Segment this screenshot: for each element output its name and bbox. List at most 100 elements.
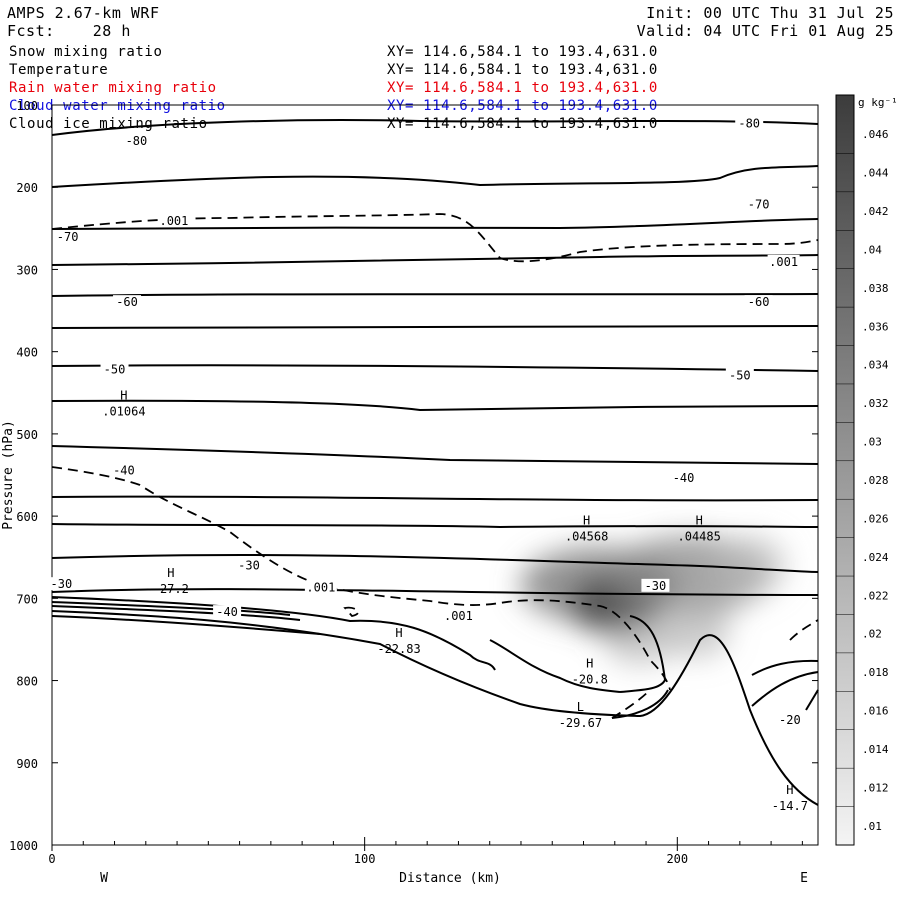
y-tick-label: 800	[16, 675, 38, 689]
temperature-label-bg	[744, 295, 773, 309]
temperature-label-bg	[100, 362, 129, 376]
colorbar-level-label: .032	[862, 397, 889, 410]
field-name-temperature: Temperature	[9, 62, 109, 78]
y-tick-label: 900	[16, 757, 38, 771]
y-tick-label: 300	[16, 263, 38, 277]
y-tick-label: 400	[16, 346, 38, 360]
temperature-contour-label: -70	[57, 230, 79, 244]
extremum-value: -27.2	[153, 582, 189, 596]
snow-contour-label: .001	[769, 255, 798, 269]
colorbar-level-label: .012	[862, 781, 889, 794]
extremum-marker: H	[586, 657, 593, 671]
x-axis-west-label: W	[100, 871, 108, 886]
field-xy-snow: XY= 114.6,584.1 to 193.4,631.0	[387, 44, 658, 60]
colorbar-level-label: .018	[862, 666, 889, 679]
x-tick-label: 100	[354, 852, 376, 866]
y-tick-label: 100	[16, 99, 38, 113]
snow-label-bg	[157, 213, 190, 227]
snow-contour-label: .001	[444, 609, 473, 623]
cloud-ice-shading	[520, 535, 787, 665]
temperature-label-bg	[234, 558, 263, 572]
extremum-value: -14.7	[772, 799, 808, 813]
temperature-contour-label: -80	[126, 134, 148, 148]
snow-contour-label: .001	[306, 580, 335, 594]
temperature-label-bg	[53, 230, 82, 244]
snow-label-bg	[767, 254, 800, 268]
x-tick-label: 200	[666, 852, 688, 866]
temperature-label-bg	[641, 578, 670, 592]
plot-frame	[51, 104, 819, 846]
colorbar-level-label: .01	[862, 820, 882, 833]
snow-label-bg	[442, 609, 475, 623]
colorbar-level-label: .02	[862, 628, 882, 641]
temperature-contour-label: -50	[729, 368, 751, 382]
temperature-contour-label: -50	[104, 363, 126, 377]
y-tick-label: 700	[16, 592, 38, 606]
extremum-value: -29.67	[559, 716, 602, 730]
x-axis-east-label: E	[800, 871, 808, 886]
colorbar-scale	[835, 94, 855, 846]
colorbar-level-label: .044	[862, 167, 889, 180]
extremum-marker: H	[583, 513, 590, 527]
temperature-contour-label: -30	[238, 558, 260, 572]
colorbar-level-label: .046	[862, 128, 889, 141]
colorbar-level-label: .036	[862, 320, 889, 333]
colorbar-level-label: .028	[862, 474, 889, 487]
y-tick-label: 500	[16, 428, 38, 442]
temperature-label-bg	[113, 295, 142, 309]
extremum-marker: H	[120, 389, 127, 403]
field-xy-cloud-water: XY= 114.6,584.1 to 193.4,631.0	[387, 98, 658, 114]
y-axis-label: Pressure (hPa)	[1, 420, 16, 530]
temperature-contour-label: -30	[51, 577, 73, 591]
temperature-label-bg	[109, 463, 138, 477]
extremum-marker: H	[395, 626, 402, 640]
temperature-contour-label: -40	[216, 605, 238, 619]
colorbar-level-label: .042	[862, 205, 889, 218]
temperature-contour-label: -70	[748, 197, 770, 211]
field-xy-temperature: XY= 114.6,584.1 to 193.4,631.0	[387, 62, 658, 78]
temperature-label-bg	[669, 471, 698, 485]
field-name-snow: Snow mixing ratio	[9, 44, 163, 60]
extremum-marker: H	[786, 783, 793, 797]
temperature-contours	[51, 119, 819, 806]
field-name-rain: Rain water mixing ratio	[9, 80, 217, 96]
init-time: Init: 00 UTC Thu 31 Jul 25	[646, 4, 894, 22]
colorbar-level-label: .024	[862, 551, 889, 564]
temperature-label-bg	[725, 368, 754, 382]
x-tick-label: 0	[48, 852, 55, 866]
temperature-label-bg	[735, 116, 764, 130]
temperature-contour-label: -30	[645, 579, 667, 593]
valid-time: Valid: 04 UTC Fri 01 Aug 25	[636, 22, 894, 40]
extremum-marker: H	[167, 566, 174, 580]
extremum-value: .04485	[678, 529, 721, 543]
y-tick-label: 600	[16, 510, 38, 524]
field-name-cloud-water: Cloud water mixing ratio	[9, 98, 226, 114]
y-tick-label: 1000	[9, 839, 38, 853]
temperature-label-bg	[122, 134, 151, 147]
colorbar-level-label: .026	[862, 512, 889, 525]
extremum-marker: H	[696, 513, 703, 527]
temperature-contour-label: -60	[116, 295, 138, 309]
colorbar: .01 .012 .014 .016 .018 .02 .022 .024 .026 .028 .0…	[835, 94, 898, 846]
temperature-contour-label: -60	[748, 295, 770, 309]
field-xy-cloud-ice: XY= 114.6,584.1 to 193.4,631.0	[387, 116, 658, 132]
forecast-label: Fcst: 28 h	[7, 22, 131, 40]
temperature-contour-label: -80	[738, 117, 760, 131]
snow-contours	[51, 213, 819, 719]
extremum-value: .01064	[102, 405, 145, 419]
colorbar-level-label: .04	[862, 243, 882, 256]
extremum-value: .04568	[565, 529, 608, 543]
colorbar-unit: g kg⁻¹	[858, 96, 898, 109]
extremum-marker: L	[577, 700, 584, 714]
temperature-contour-label: -40	[673, 471, 695, 485]
colorbar-level-label: .03	[862, 436, 882, 449]
extremum-value: -22.83	[377, 642, 420, 656]
snow-label-bg	[304, 580, 337, 594]
colorbar-level-label: .014	[862, 743, 889, 756]
colorbar-level-label: .016	[862, 705, 889, 718]
colorbar-level-label: .034	[862, 359, 889, 372]
temperature-contour-label: -40	[113, 464, 135, 478]
temperature-label-bg	[775, 712, 804, 726]
model-title: AMPS 2.67-km WRF	[7, 4, 160, 22]
